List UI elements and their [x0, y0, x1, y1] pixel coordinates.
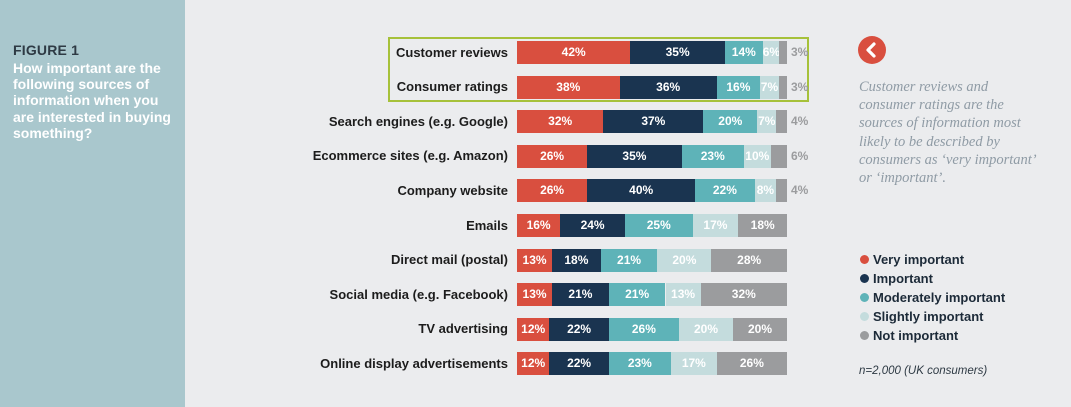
category-label: Ecommerce sites (e.g. Amazon) [312, 148, 508, 164]
legend-label: Important [873, 271, 933, 286]
bar-segment-imp: 22% [549, 352, 609, 376]
bar-segment-imp: 36% [619, 75, 717, 99]
bar-segment-not [776, 110, 787, 134]
bar-segment-slight: 20% [679, 317, 733, 341]
category-label: TV advertising [418, 321, 508, 337]
bar-segment-mod: 22% [695, 179, 755, 203]
bar-segment-slight: 13% [665, 283, 701, 307]
bar-segment-mod: 20% [703, 110, 758, 134]
bar-segment-mod: 14% [724, 41, 763, 64]
bar-segment-mod: 21% [600, 248, 658, 272]
bar-segment-imp: 35% [587, 144, 682, 168]
chart-legend: Very important Important Moderately import… [860, 250, 1005, 345]
bar-segment-not [778, 41, 787, 64]
chart-note: Customer reviews and consumer ratings ar… [859, 79, 1035, 187]
sample-footnote: n=2,000 (UK consumers) [859, 365, 988, 377]
bar-segment-not [770, 144, 787, 168]
bar-segment-slight: 7% [760, 75, 779, 99]
highlight-box [388, 37, 809, 102]
bar-segment-slight: 7% [757, 110, 777, 134]
back-button[interactable] [858, 36, 886, 64]
bar-segment-mod: 26% [608, 317, 679, 341]
bar-segment-slight: 17% [670, 352, 717, 376]
bar-segment-very: 12% [517, 317, 550, 341]
legend-swatch [860, 255, 869, 264]
legend-label: Very important [873, 252, 965, 267]
figure-label: FIGURE 1 [13, 42, 80, 58]
data-label-not-important: 3% [791, 45, 809, 59]
category-label: Consumer ratings [396, 79, 508, 95]
data-label-not-important: 4% [791, 114, 809, 129]
bar-segment-mod: 23% [681, 144, 744, 168]
legend-item-mod: Moderately important [860, 288, 1005, 307]
legend-label: Not important [873, 328, 959, 343]
bar-segment-imp: 24% [560, 214, 625, 237]
bar-segment-very: 32% [517, 110, 604, 134]
category-label: Company website [397, 182, 508, 198]
bar-segment-very: 42% [517, 41, 631, 64]
bar-segment-slight: 10% [743, 144, 771, 168]
bar-segment-mod: 25% [625, 214, 693, 237]
bar-segment-slight: 8% [754, 179, 777, 203]
bar-segment-not: 28% [711, 248, 787, 272]
legend-item-imp: Important [860, 269, 1005, 288]
bar-segment-mod: 23% [608, 352, 671, 376]
bar-segment-very: 13% [517, 283, 553, 307]
figure-sidebar: FIGURE 1 How important are the following… [0, 0, 185, 407]
bar-segment-very: 26% [517, 144, 588, 168]
bar-segment-imp: 35% [630, 41, 725, 64]
data-label-not-important: 6% [791, 148, 809, 163]
bar-segment-not: 20% [733, 317, 787, 341]
figure-question: How important are the following sources … [13, 60, 171, 141]
legend-item-slight: Slightly important [860, 307, 1005, 326]
category-label: Search engines (e.g. Google) [328, 113, 508, 129]
legend-item-very: Very important [860, 250, 1005, 269]
bar-segment-very: 13% [517, 248, 553, 272]
bar-segment-mod: 16% [716, 75, 760, 99]
category-label: Direct mail (postal) [390, 252, 508, 268]
bar-segment-imp: 18% [552, 248, 601, 272]
data-label-not-important: 4% [791, 183, 809, 198]
category-label: Emails [466, 217, 508, 233]
bar-segment-very: 12% [517, 352, 550, 376]
legend-swatch [860, 274, 869, 283]
category-label: Online display advertisements [320, 355, 508, 371]
bar-segment-imp: 22% [549, 317, 609, 341]
bar-segment-very: 26% [517, 179, 588, 203]
legend-label: Moderately important [873, 290, 1006, 305]
bar-segment-mod: 21% [608, 283, 666, 307]
legend-swatch [860, 331, 869, 340]
bar-segment-imp: 37% [603, 110, 704, 134]
bar-segment-slight: 17% [692, 214, 739, 237]
data-label-not-important: 3% [791, 79, 809, 94]
bar-segment-slight: 6% [762, 41, 779, 64]
legend-item-not: Not important [860, 326, 1005, 345]
bar-segment-very: 16% [517, 214, 561, 237]
bar-segment-imp: 21% [552, 283, 609, 307]
bar-segment-not [776, 179, 787, 203]
category-label: Customer reviews [396, 44, 508, 60]
bar-segment-slight: 20% [657, 248, 712, 272]
legend-swatch [860, 293, 869, 302]
bar-segment-not: 18% [738, 214, 787, 237]
legend-label: Slightly important [873, 309, 984, 324]
legend-swatch [860, 312, 869, 321]
bar-segment-not [778, 75, 787, 99]
bar-segment-very: 38% [517, 75, 620, 99]
chevron-left-icon [866, 42, 876, 58]
bar-segment-imp: 40% [587, 179, 696, 203]
bar-segment-not: 32% [700, 283, 787, 307]
bar-segment-not: 26% [716, 352, 787, 376]
category-label: Social media (e.g. Facebook) [329, 286, 508, 302]
